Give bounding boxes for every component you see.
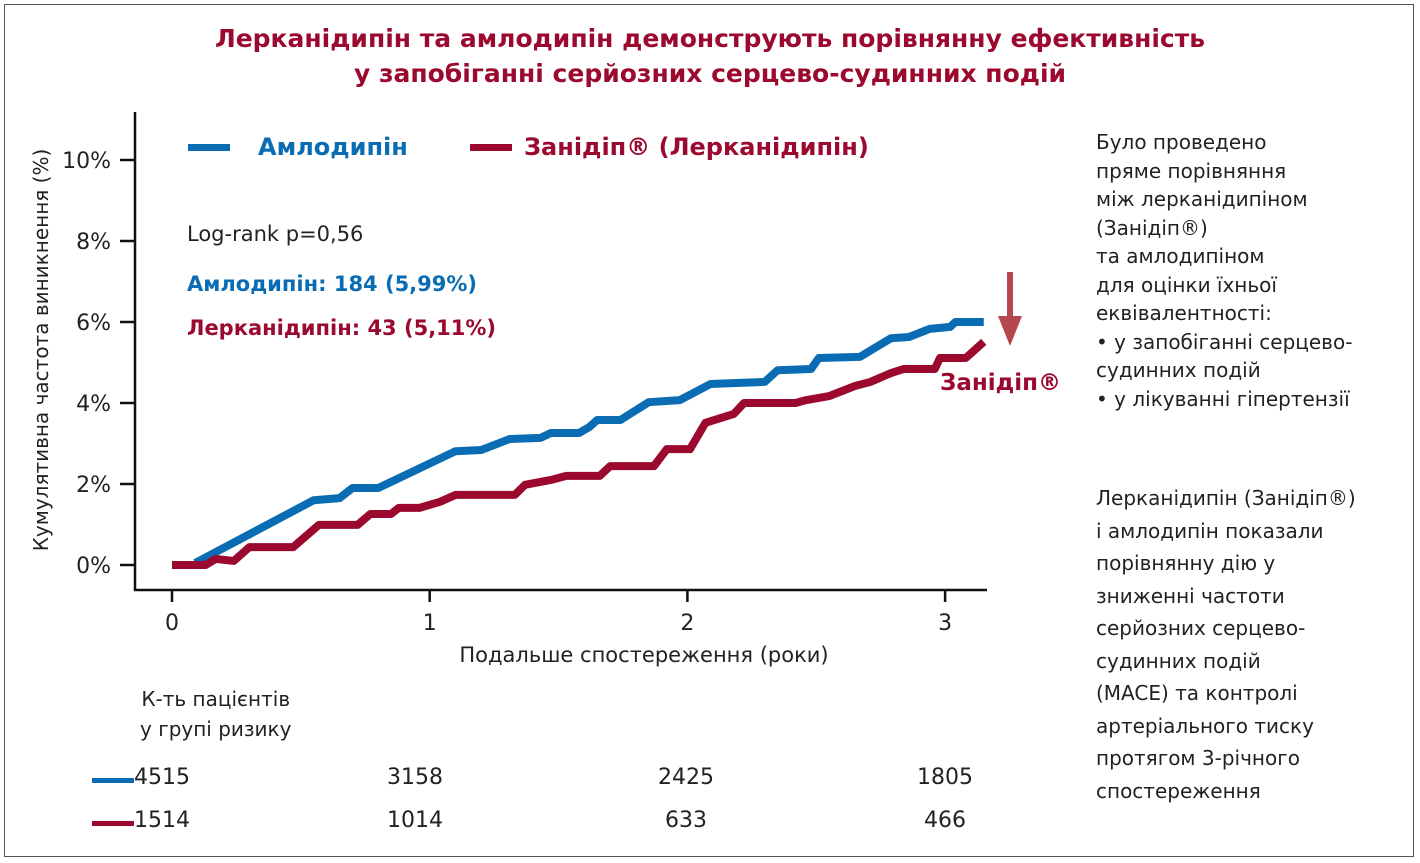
legend-label-amlodipine: Амлодипін — [258, 133, 408, 161]
x-tick-label: 3 — [938, 611, 952, 636]
axes: 0% 2% 4% 6% 8% 10% 0 1 2 3 — [62, 112, 987, 636]
x-axis-label: Подальше спостереження (роки) — [459, 643, 828, 667]
stat-amlodipine: Амлодипін: 184 (5,99%) — [187, 272, 478, 296]
y-tick-label: 4% — [76, 392, 111, 417]
series-line-lercanidipine — [172, 338, 987, 569]
legend-amlodipine: Амлодипін — [188, 133, 408, 161]
stat-lercanidipine: Лерканідипін: 43 (5,11%) — [187, 316, 497, 340]
y-tick-label: 2% — [76, 473, 111, 498]
legend-swatch-amlodipine — [188, 143, 230, 151]
x-tick-label: 0 — [165, 611, 179, 636]
legend-lercanidipine: Занідіп® (Лерканідипін) — [470, 133, 869, 161]
risk-swatch-lercanidipine — [92, 821, 134, 826]
legend-swatch-lercanidipine — [470, 143, 512, 151]
risk-value: 466 — [924, 808, 966, 833]
y-tick-label: 10% — [62, 149, 111, 174]
series-lines — [172, 318, 987, 569]
risk-swatch-amlodipine — [92, 778, 134, 783]
x-tick-label: 2 — [680, 611, 694, 636]
risk-value: 3158 — [387, 765, 443, 790]
risk-value: 1514 — [134, 808, 190, 833]
legend-label-lercanidipine: Занідіп® (Лерканідипін) — [524, 133, 869, 161]
risk-value: 1805 — [917, 765, 973, 790]
logrank-text: Log-rank p=0,56 — [187, 222, 364, 246]
frame-border — [4, 4, 1414, 857]
chart-title-line1: Лерканідипін та амлодипін демонструють п… — [214, 24, 1206, 53]
y-tick-label: 8% — [76, 230, 111, 255]
side-text-para2: Лерканідипін (Занідіп®) і амлодипін пока… — [1096, 486, 1356, 803]
risk-table-header: К-ть пацієнтів у групі ризику — [140, 684, 291, 744]
chart-title-line2: у запобіганні серйозних серцево-судинних… — [353, 59, 1067, 88]
risk-header-line1: К-ть пацієнтів — [141, 687, 291, 711]
risk-value: 2425 — [658, 765, 714, 790]
arrow-down-icon — [998, 272, 1022, 346]
risk-header-line2: у групі ризику — [140, 717, 292, 741]
series-line-amlodipine — [193, 318, 984, 567]
risk-value: 4515 — [134, 765, 190, 790]
risk-value: 633 — [665, 808, 707, 833]
x-tick-label: 1 — [423, 611, 437, 636]
side-text-para1: Було проведено пряме порівняння між лерк… — [1096, 130, 1353, 411]
y-tick-label: 6% — [76, 311, 111, 336]
risk-value: 1014 — [387, 808, 443, 833]
y-axis-label: Кумулятивна частота виникнення (%) — [29, 149, 53, 552]
zanidip-annotation: Занідіп® — [940, 370, 1061, 396]
y-tick-label: 0% — [76, 554, 111, 579]
